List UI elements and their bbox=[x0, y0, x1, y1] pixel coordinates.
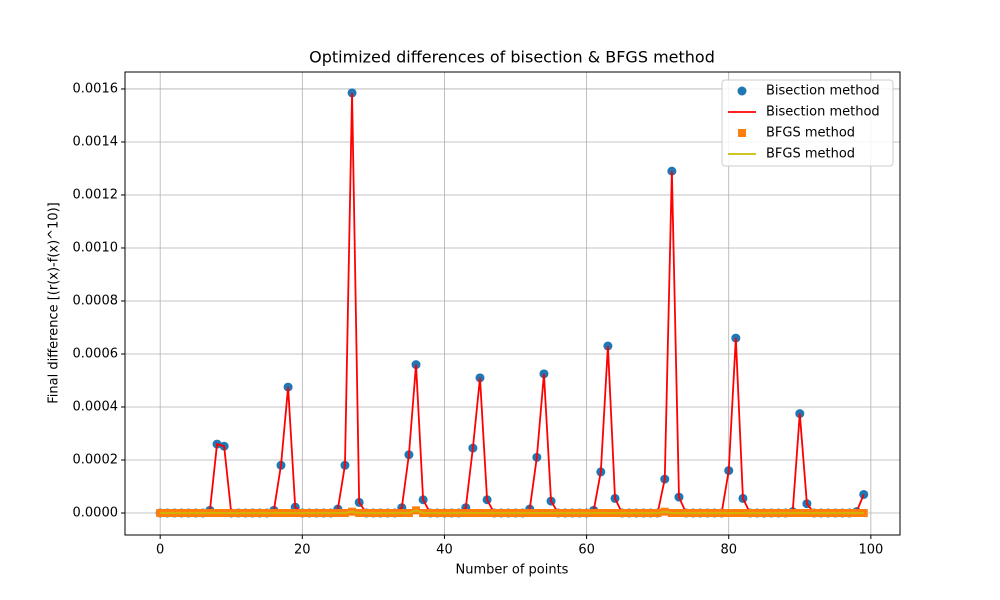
y-tick-label: 0.0004 bbox=[73, 399, 119, 414]
legend-label: BFGS method bbox=[766, 147, 855, 162]
legend: Bisection method Bisection method BFGS met… bbox=[721, 79, 894, 167]
x-tick-label: 60 bbox=[578, 543, 595, 558]
y-tick-label: 0.0014 bbox=[73, 134, 119, 149]
plot-frame bbox=[124, 71, 901, 536]
y-tick-label: 0.0000 bbox=[73, 506, 119, 521]
x-tick-label: 40 bbox=[436, 543, 453, 558]
legend-label: Bisection method bbox=[766, 105, 880, 120]
data-line bbox=[160, 509, 864, 514]
y-tick-label: 0.0012 bbox=[73, 187, 119, 202]
data-point bbox=[156, 509, 165, 518]
x-tick-label: 80 bbox=[720, 543, 737, 558]
legend-label: Bisection method bbox=[766, 84, 880, 99]
x-tick-label: 20 bbox=[294, 543, 311, 558]
legend-box bbox=[721, 79, 894, 167]
y-tick-label: 0.0016 bbox=[73, 81, 119, 96]
y-tick-label: 0.0010 bbox=[73, 240, 119, 255]
legend-marker bbox=[738, 129, 746, 137]
chart-title: Optimized differences of bisection & BFG… bbox=[309, 48, 715, 67]
x-axis-label: Number of points bbox=[456, 563, 569, 578]
y-tick-label: 0.0008 bbox=[73, 293, 119, 308]
y-axis-label: Final difference [(r(x)-f(x)^10)] bbox=[47, 202, 62, 404]
y-tick-label: 0.0006 bbox=[73, 346, 119, 361]
y-tick-label: 0.0002 bbox=[73, 452, 119, 467]
x-tick-label: 100 bbox=[858, 543, 883, 558]
legend-label: BFGS method bbox=[766, 126, 855, 141]
x-tick-label: 0 bbox=[156, 543, 164, 558]
legend-marker bbox=[737, 86, 747, 96]
